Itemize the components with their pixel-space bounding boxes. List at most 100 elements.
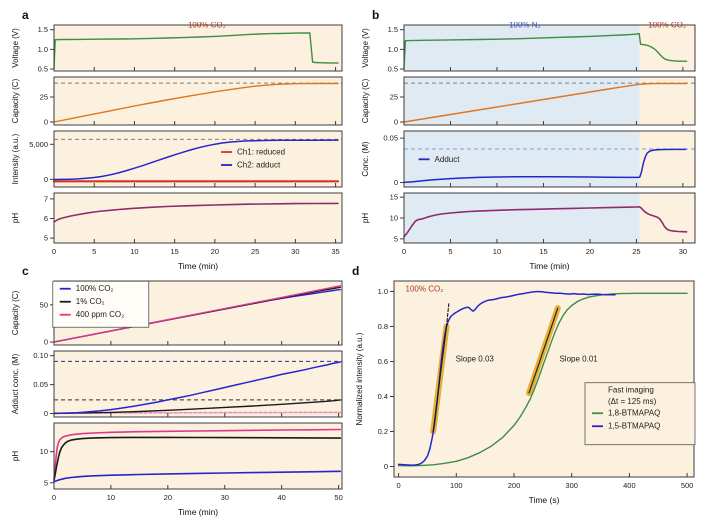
x-tick-label: 5 (92, 247, 96, 256)
y-tick-label: 5,000 (29, 140, 48, 149)
legend-header: (Δt = 125 ms) (608, 397, 657, 406)
y-tick-label: 0 (44, 338, 48, 347)
x-tick-label: 0 (397, 481, 401, 490)
x-tick-label: 300 (565, 481, 578, 490)
chart-a-2: 0 5,000 Intensity (a.u.) Ch1: reduced Ch2: a… (11, 130, 343, 188)
y-axis-label: pH (361, 213, 370, 223)
x-tick-label: 10 (107, 493, 115, 502)
x-tick-label: 0 (52, 247, 56, 256)
panel-c-charts: 0 50 Capacity (C) 100% CO₂ 1% CO₂ 400 ppm CO₂… (8, 278, 350, 523)
y-tick-label: 0.8 (378, 322, 388, 331)
x-axis-label: Time (min) (178, 507, 218, 517)
legend-label: 1,5-BTMAPAQ (608, 422, 660, 431)
panel-a-charts: 0.5 1.0 1.5 Voltage (V) 100% CO₂ 0 25 Capacity … (8, 22, 350, 277)
y-tick-label: 1.0 (388, 45, 398, 54)
chart-c-0: 0 50 Capacity (C) 100% CO₂ 1% CO₂ 400 ppm CO₂ (11, 280, 343, 347)
x-tick-label: 30 (221, 493, 229, 502)
y-tick-label: 5 (44, 234, 48, 243)
series-ph-1co2 (53, 436, 342, 482)
plot-frame (53, 350, 343, 418)
plot-background (54, 351, 342, 417)
legend-label: Ch1: reduced (237, 148, 285, 157)
y-tick-label: 5 (44, 478, 48, 487)
series-adduct-100co2 (53, 361, 342, 415)
y-tick-label: 0 (44, 175, 48, 184)
series-cap-400ppm (53, 285, 341, 343)
y-axis-label: Voltage (V) (361, 28, 370, 68)
legend-label: 1,8-BTMAPAQ (608, 409, 660, 418)
legend-header: Fast imaging (608, 386, 654, 395)
x-tick-label: 5 (448, 247, 452, 256)
y-tick-label: 5 (394, 234, 398, 243)
plot-background (54, 25, 342, 71)
plot-background (404, 25, 640, 71)
series-voltage (403, 32, 688, 69)
plot-background (54, 423, 342, 489)
x-axis-label: Time (s) (529, 495, 560, 505)
chart-b-0: 0.5 1.0 1.5 Voltage (V) 100% N₂ 100% CO₂ (361, 22, 696, 74)
annotation: 100% CO₂ (406, 285, 444, 294)
series-btmapaq-18 (397, 292, 688, 467)
x-tick-label: 25 (632, 247, 640, 256)
plot-frame (53, 24, 343, 72)
y-tick-label: 0 (384, 462, 388, 471)
x-tick-label: 0 (52, 493, 56, 502)
plot-background (639, 25, 695, 71)
series-voltage-100co2 (53, 32, 339, 69)
y-tick-label: 0.6 (378, 357, 388, 366)
x-tick-label: 200 (508, 481, 521, 490)
series-ph (53, 202, 339, 223)
series-capacity (53, 82, 339, 123)
series-adduct-conc (403, 148, 687, 184)
y-tick-label: 6 (44, 214, 48, 223)
plot-background (639, 131, 695, 187)
x-tick-label: 500 (681, 481, 694, 490)
y-axis-label: Adduct conc. (M) (11, 353, 20, 414)
panel-b-charts: 0.5 1.0 1.5 Voltage (V) 100% N₂ 100% CO₂ 0 25 Ca… (358, 22, 704, 277)
panel-a-label: a (22, 8, 29, 22)
x-tick-label: 100 (450, 481, 463, 490)
legend-label: 100% CO₂ (76, 284, 114, 293)
series-fit-line-blue-ext (445, 303, 450, 328)
y-axis-label: Voltage (V) (11, 28, 20, 68)
plot-frame (403, 24, 696, 72)
plot-background (404, 193, 640, 243)
x-tick-label: 15 (170, 247, 178, 256)
series-ph-400ppm (53, 428, 342, 480)
plot-frame (53, 130, 343, 188)
x-tick-label: 20 (211, 247, 219, 256)
plot-frame (393, 280, 695, 478)
y-tick-label: 0 (394, 178, 398, 187)
series-ch2-adduct (53, 139, 339, 181)
legend-label: 400 ppm CO₂ (76, 310, 124, 319)
y-axis-label: Intensity (a.u.) (11, 133, 20, 184)
legend-box (584, 382, 696, 446)
panel-d-label: d (352, 264, 360, 278)
plot-background (54, 77, 342, 125)
y-tick-label: 15 (390, 193, 398, 202)
y-tick-label: 25 (40, 93, 48, 102)
plot-background (54, 193, 342, 243)
x-tick-label: 50 (334, 493, 342, 502)
y-tick-label: 1.0 (38, 45, 48, 54)
x-tick-label: 0 (402, 247, 406, 256)
y-tick-label: 1.5 (388, 25, 398, 34)
y-tick-label: 0 (44, 118, 48, 127)
panel-c-label: c (22, 264, 29, 278)
plot-frame (403, 130, 696, 188)
y-tick-label: 0.05 (383, 134, 398, 143)
y-axis-label: Normalized intensity (a.u.) (355, 332, 364, 425)
plot-frame (403, 76, 696, 126)
plot-background (639, 77, 695, 125)
chart-b-1: 0 25 Capacity (C) (361, 76, 696, 127)
x-tick-label: 35 (331, 247, 339, 256)
y-axis-label: pH (11, 213, 20, 223)
y-tick-label: 0.5 (38, 65, 48, 74)
legend-label: Ch2: adduct (237, 161, 281, 170)
y-tick-label: 0.10 (33, 351, 48, 360)
annotation: 100% CO₂ (188, 22, 226, 29)
y-tick-label: 1.0 (378, 287, 388, 296)
plot-background (404, 77, 640, 125)
